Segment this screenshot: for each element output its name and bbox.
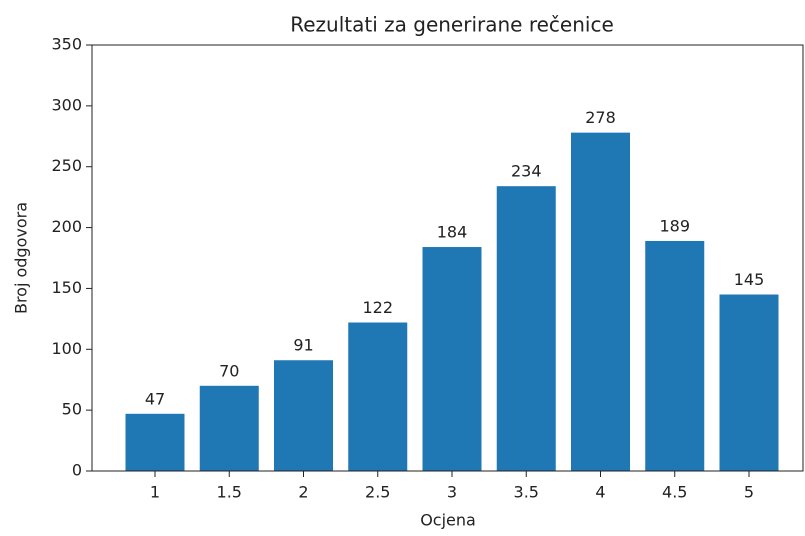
data-label: 47	[145, 389, 165, 408]
y-axis-label: Broj odgovora	[12, 202, 31, 314]
bar	[274, 360, 333, 471]
x-tick-label: 2.5	[365, 483, 390, 502]
bar	[645, 240, 705, 471]
y-tick-label: 50	[62, 400, 82, 419]
x-tick-label: 5	[744, 483, 754, 502]
x-tick-label: 4	[595, 483, 605, 502]
y-tick-label: 150	[51, 278, 82, 297]
chart-title: Rezultati za generirane rečenice	[290, 13, 614, 37]
y-tick-label: 100	[51, 339, 82, 358]
bar	[496, 186, 556, 471]
y-tick-label: 250	[51, 156, 82, 175]
y-tick-label: 0	[72, 461, 82, 480]
x-tick-label: 3	[447, 483, 457, 502]
y-tick-label: 200	[51, 217, 82, 236]
x-tick-label: 3.5	[514, 483, 539, 502]
data-label: 184	[437, 223, 468, 242]
data-label: 91	[293, 336, 313, 355]
x-tick-label: 1	[150, 483, 160, 502]
data-label: 70	[219, 361, 239, 380]
bar	[422, 247, 482, 471]
x-tick-label: 1.5	[217, 483, 242, 502]
data-label: 189	[659, 216, 690, 235]
bar	[199, 385, 259, 471]
data-label: 278	[585, 108, 616, 127]
bar	[571, 132, 630, 472]
data-label: 145	[734, 270, 765, 289]
x-tick-label: 4.5	[662, 483, 687, 502]
x-axis-label: Ocjena	[420, 511, 476, 530]
bar	[348, 322, 408, 471]
bar	[125, 413, 185, 471]
data-label: 122	[362, 298, 393, 317]
x-tick-label: 2	[298, 483, 308, 502]
plot-frame	[91, 44, 804, 472]
data-label: 234	[511, 162, 542, 181]
y-tick-label: 300	[51, 95, 82, 114]
bar	[719, 294, 779, 471]
y-tick-label: 350	[51, 35, 82, 54]
